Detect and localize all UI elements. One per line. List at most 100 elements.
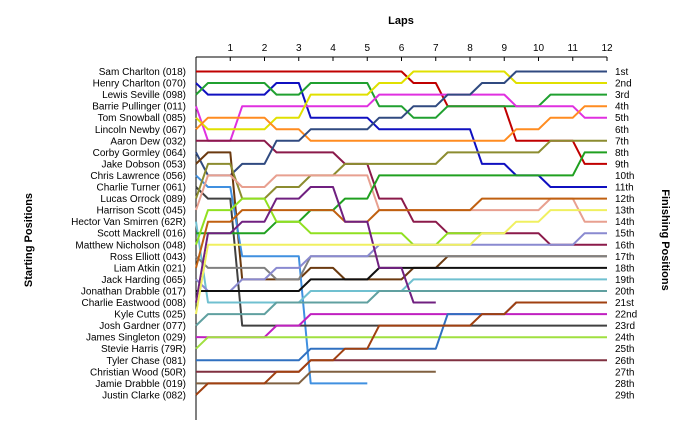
series-line-18	[195, 197, 607, 269]
x-tick-label-9: 9	[501, 43, 507, 54]
series-line-17	[195, 255, 607, 281]
series-line-12	[195, 139, 607, 200]
starting-label-11: Charlie Turner (061)	[97, 183, 186, 194]
x-tick-label-3: 3	[296, 43, 302, 54]
x-tick-label-5: 5	[364, 43, 370, 54]
starting-label-23: Josh Gardner (077)	[99, 321, 186, 332]
series-line-21	[195, 186, 436, 304]
finishing-label-1: 1st	[615, 67, 629, 78]
starting-label-2: Henry Charlton (070)	[93, 79, 186, 90]
finishing-label-21: 21st	[615, 298, 634, 309]
series-line-16	[195, 197, 505, 246]
series-line-10	[195, 174, 368, 385]
starting-label-14: Hector Van Smirren (62R)	[71, 217, 186, 228]
series-line-28	[195, 370, 436, 385]
series-line-1	[196, 70, 607, 165]
finishing-label-25: 25th	[615, 344, 634, 355]
series-line-5	[195, 70, 607, 131]
starting-label-8: Corby Gormley (064)	[93, 148, 186, 159]
starting-label-12: Lucas Orrock (089)	[100, 194, 186, 205]
finishing-label-7: 7th	[615, 136, 629, 147]
chart-title: Laps	[388, 15, 414, 27]
starting-label-16: Matthew Nicholson (048)	[75, 240, 186, 251]
finishing-label-16: 16th	[615, 240, 634, 251]
finishing-label-11: 11th	[615, 183, 634, 194]
finishing-label-13: 13th	[615, 206, 634, 217]
y-axis-label-finishing: Finishing Positions	[659, 189, 671, 290]
series-line-23	[195, 290, 607, 327]
series-line-26	[195, 301, 607, 362]
starting-label-10: Chris Lawrence (056)	[90, 171, 186, 182]
series-lines	[195, 70, 607, 396]
series-line-27	[196, 359, 607, 373]
x-tick-label-8: 8	[467, 43, 473, 54]
finishing-label-26: 26th	[615, 356, 634, 367]
x-tick-label-4: 4	[330, 43, 336, 54]
y-axis-label-starting: Starting Positions	[23, 193, 35, 287]
finishing-label-22: 22nd	[615, 310, 637, 321]
starting-label-9: Jake Dobson (053)	[102, 159, 187, 170]
x-tick-label-2: 2	[262, 43, 268, 54]
finishing-label-14: 14th	[615, 217, 634, 228]
starting-label-27: Christian Wood (50R)	[90, 367, 186, 378]
starting-label-24: James Singleton (029)	[86, 333, 186, 344]
x-tick-label-11: 11	[568, 43, 579, 54]
series-line-19	[195, 232, 607, 292]
starting-label-20: Jonathan Drabble (017)	[81, 286, 186, 297]
finishing-label-4: 4th	[615, 102, 629, 113]
finishing-label-12: 12th	[615, 194, 634, 205]
finishing-label-6: 6th	[615, 125, 629, 136]
starting-label-28: Jamie Drabble (019)	[95, 379, 186, 390]
finishing-label-28: 28th	[615, 379, 634, 390]
x-ticks: 1 2 3 4 5 6 7 8 9 10 11 12	[227, 43, 613, 61]
starting-label-21: Charlie Eastwood (008)	[82, 298, 187, 309]
starting-label-15: Scott Mackrell (016)	[97, 229, 186, 240]
series-line-8	[195, 70, 607, 177]
starting-position-labels: Sam Charlton (018)Henry Charlton (070)Le…	[71, 67, 186, 401]
finishing-label-5: 5th	[615, 113, 629, 124]
finishing-label-10: 10th	[615, 171, 634, 182]
starting-label-4: Barrie Pullinger (011)	[92, 102, 186, 113]
finishing-label-18: 18th	[615, 263, 634, 274]
finishing-label-29: 29th	[615, 390, 634, 401]
starting-label-25: Stevie Harris (79R)	[101, 344, 186, 355]
starting-label-1: Sam Charlton (018)	[99, 67, 186, 78]
series-line-3	[195, 82, 607, 119]
starting-label-29: Justin Clarke (082)	[102, 390, 186, 401]
starting-label-17: Ross Elliott (043)	[110, 252, 186, 263]
series-line-4	[195, 93, 607, 142]
series-line-15	[196, 151, 607, 235]
series-line-6	[195, 105, 607, 142]
starting-label-3: Lewis Seville (098)	[102, 90, 186, 101]
x-tick-label-12: 12	[601, 43, 613, 54]
finishing-label-8: 8th	[615, 148, 629, 159]
finishing-label-23: 23rd	[615, 321, 635, 332]
starting-label-19: Jack Harding (065)	[102, 275, 186, 286]
x-tick-label-6: 6	[399, 43, 405, 54]
starting-label-26: Tyler Chase (081)	[107, 356, 186, 367]
finishing-label-15: 15th	[615, 229, 634, 240]
finishing-label-2: 2nd	[615, 79, 632, 90]
finishing-label-19: 19th	[615, 275, 634, 286]
finishing-label-3: 3rd	[615, 90, 629, 101]
starting-label-5: Tom Snowball (085)	[98, 113, 186, 124]
starting-label-22: Kyle Cutts (025)	[114, 310, 186, 321]
starting-label-13: Harrison Scott (045)	[97, 206, 186, 217]
finishing-label-17: 17th	[615, 252, 634, 263]
x-tick-label-1: 1	[227, 43, 233, 54]
series-line-22	[195, 209, 607, 315]
starting-label-7: Aaron Dew (032)	[110, 136, 186, 147]
starting-label-6: Lincoln Newby (067)	[95, 125, 186, 136]
finishing-position-labels: 1st2nd3rd4th5th6th7th8th9th10th11th12th1…	[615, 67, 637, 401]
x-tick-label-7: 7	[433, 43, 439, 54]
series-line-29	[195, 301, 607, 396]
series-line-7	[196, 139, 607, 246]
x-tick-label-10: 10	[533, 43, 545, 54]
starting-label-18: Liam Atkin (021)	[114, 263, 186, 274]
finishing-label-20: 20th	[615, 286, 634, 297]
finishing-label-9: 9th	[615, 159, 629, 170]
finishing-label-27: 27th	[615, 367, 634, 378]
finishing-label-24: 24th	[615, 333, 634, 344]
series-line-25	[195, 336, 607, 350]
